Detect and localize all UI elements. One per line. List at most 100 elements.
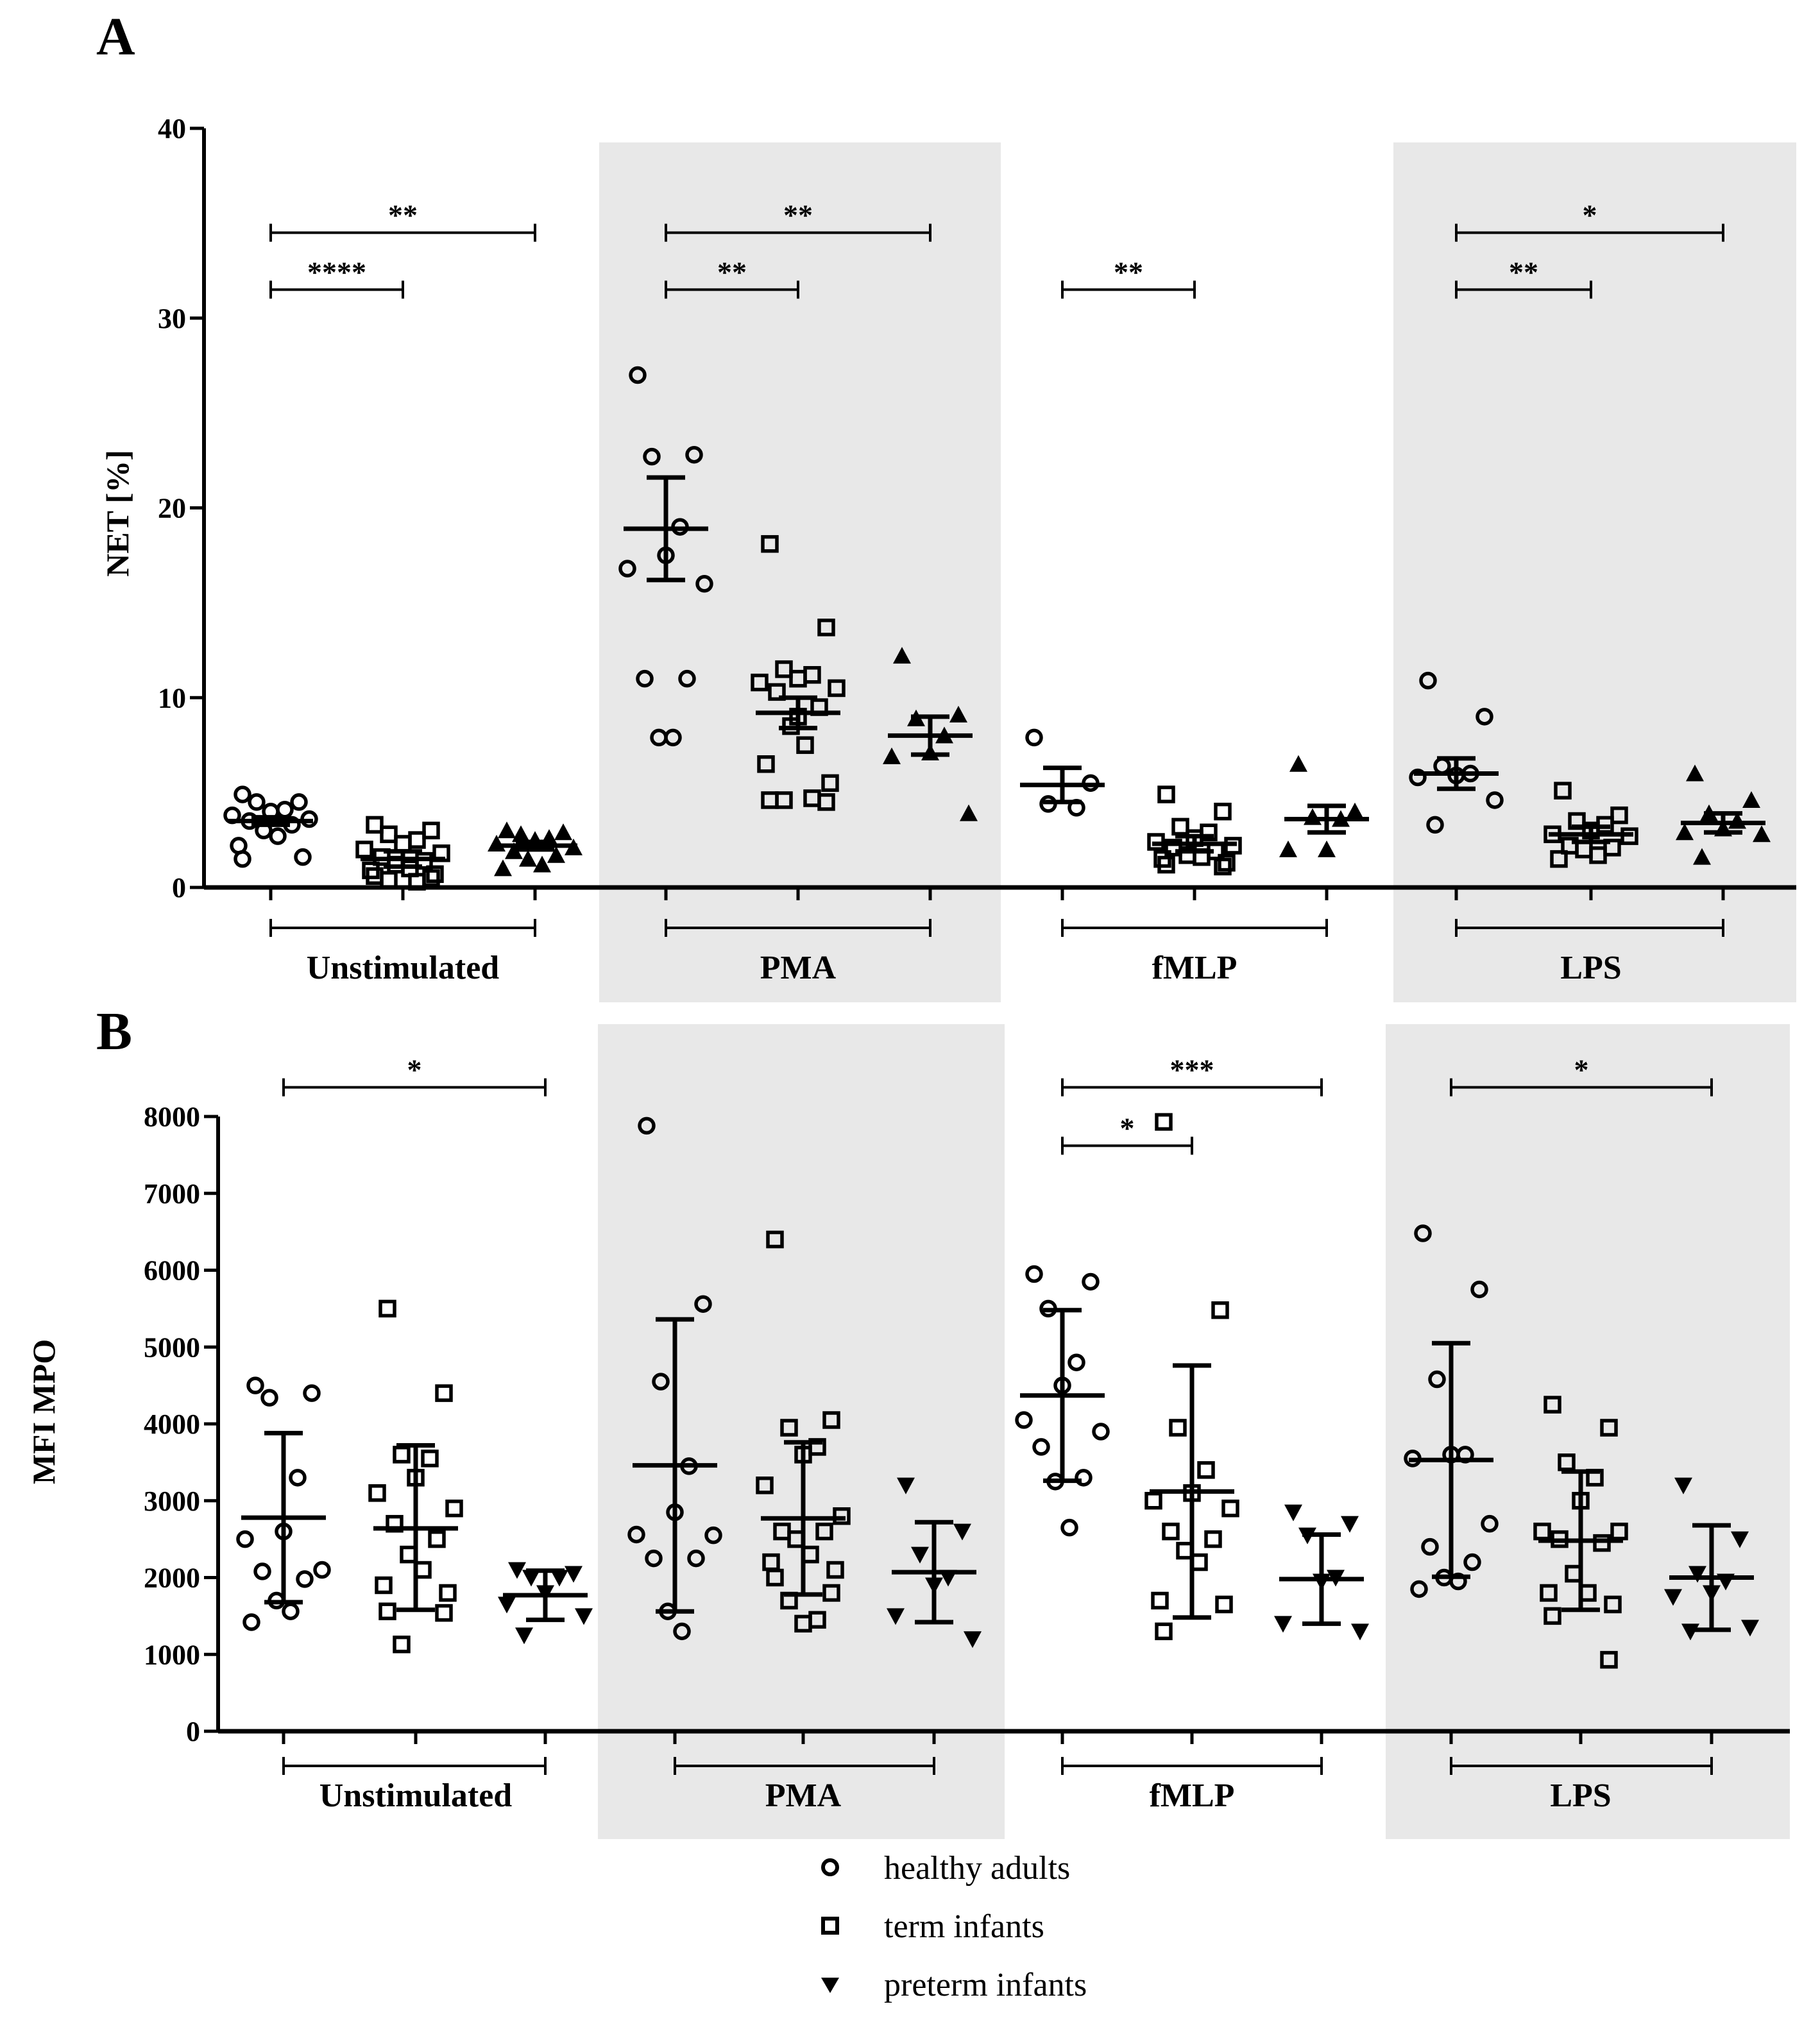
panel-b-pma-term-infants-point-17 [794, 1614, 812, 1633]
panel-a-unstimulated-preterm-infants-point-1 [554, 823, 572, 841]
panel-a-pma-preterm-infants-point-0 [893, 647, 911, 664]
panel-b-unstimulated-healthy-adults-point-6 [313, 1561, 331, 1579]
panel-b-lps-preterm-infants-point-7 [1681, 1623, 1699, 1641]
panel-b-fmlp-healthy-adults-point-5 [1015, 1411, 1033, 1429]
panel-b-pma-healthy-adults-point-0 [638, 1117, 656, 1135]
panel-b-fmlp-term-infants-point-10 [1190, 1553, 1208, 1571]
panel-b-fmlp-preterm-infants-point-6 [1351, 1623, 1369, 1641]
panel-b-unstimulated-term-infants-point-10 [414, 1561, 432, 1579]
panel-a-pma-term-infants-point-16 [803, 789, 821, 807]
panel-a-lps-healthy-adults-point-1 [1476, 708, 1493, 726]
panel-a-lps-preterm-infants-point-6 [1753, 825, 1771, 843]
panel-b-group-label-lps: LPS [1550, 1777, 1611, 1814]
panel-b-fmlp-healthy-adults-point-2 [1039, 1299, 1057, 1318]
panel-a-lps-preterm-infants-point-5 [1676, 823, 1694, 841]
panel-b-lps-healthy-adults-point-7 [1421, 1537, 1439, 1556]
panel-b-ytick-label-6000: 6000 [144, 1255, 200, 1287]
panel-a-unstimulated-healthy-adults-point-2 [248, 793, 266, 811]
panel-b-letter: B [96, 1002, 132, 1061]
panel-b-sig-2-label: * [1120, 1112, 1135, 1145]
panel-a-pma-term-infants-point-11 [757, 755, 775, 773]
panel-a-ytick-label-40: 40 [158, 113, 186, 144]
panel-a-pma-healthy-adults-point-1 [685, 445, 703, 464]
panel-a-axes: 0 10 20 30 40 [158, 113, 1796, 937]
legend: healthy adults term infants preterm infa… [821, 1850, 1087, 2003]
panel-a-lps-term-infants-point-6 [1620, 827, 1638, 845]
panel-a-unstimulated-term-infants-point-3 [408, 831, 426, 849]
panel-a-unstimulated-healthy-adults-point-12 [294, 848, 312, 866]
panel-a-unstimulated-term-infants-point-5 [355, 841, 373, 859]
panel-a-unstimulated-preterm-infants-point-6 [565, 838, 583, 855]
panel-b-unstimulated-term-infants-point-0 [378, 1299, 396, 1318]
panel-b-lps-preterm-infants-point-2 [1688, 1566, 1706, 1583]
panel-a-fmlp-healthy-adults-point-2 [1039, 795, 1057, 813]
panel-b-ytick-label-0: 0 [186, 1716, 200, 1747]
panel-b-unstimulated-preterm-infants-point-5 [498, 1596, 516, 1614]
panel-a-lps-preterm-infants-point-2 [1700, 804, 1718, 821]
legend-label-term-infants: term infants [884, 1908, 1044, 1945]
panel-b-unstimulated-term-infants-point-7 [386, 1514, 404, 1533]
panel-b-lps-healthy-adults-point-5 [1404, 1450, 1422, 1468]
panel-b-ytick-label-4000: 4000 [144, 1408, 200, 1440]
panel-b-pma-term-infants-point-14 [822, 1584, 840, 1602]
panel-a-ytick-label-10: 10 [158, 682, 186, 714]
panel-a-fmlp-term-infants-point-6 [1224, 837, 1242, 855]
legend-label-preterm-infants: preterm infants [884, 1967, 1087, 2003]
panel-b-lps-term-infants-point-5 [1533, 1522, 1551, 1541]
panel-b-pma-healthy-adults-point-9 [659, 1602, 677, 1620]
panel-a-pma-term-infants-point-12 [821, 774, 839, 792]
panel-a-unstimulated-term-infants-point-16 [408, 873, 426, 891]
panel-a-fmlp-term-infants-point-13 [1157, 855, 1175, 874]
panel-b-fmlp-term-infants-point-6 [1221, 1499, 1239, 1518]
panel-a-unstimulated-preterm-infants-point-5 [488, 834, 506, 852]
panel-a-fmlp-preterm-infants-point-3 [1332, 810, 1350, 827]
panel-a-letter: A [96, 7, 135, 67]
panel-b-fmlp-healthy-adults-point-1 [1082, 1272, 1100, 1291]
panel-b-unstimulated-healthy-adults-point-11 [242, 1613, 260, 1631]
panel-a-pma-term-infants-point-2 [775, 660, 793, 678]
panel-a-unstimulated-healthy-adults-point-6 [300, 810, 318, 828]
panel-b-lps-term-infants-point-2 [1558, 1453, 1576, 1471]
panel-a-lps-term-infants-point-4 [1582, 821, 1600, 840]
panel-a-sig-1-label: **** [307, 255, 366, 288]
panel-b-fmlp-healthy-adults-point-8 [1075, 1469, 1093, 1487]
panel-b-lps-healthy-adults-point-11 [1410, 1580, 1428, 1598]
panel-a-unstimulated-healthy-adults-point-7 [241, 812, 259, 830]
panel-a-fmlp-term-infants-point-0 [1157, 785, 1175, 803]
panel-a-fmlp-term-infants-point-12 [1218, 853, 1236, 872]
panel-b-unstimulated-term-infants-point-1 [435, 1384, 453, 1402]
panel-b-unstimulated-preterm-infants-point-0 [508, 1562, 526, 1579]
panel-b-unstimulated-term-infants-point-11 [375, 1576, 393, 1595]
panel-a-lps-healthy-adults-point-4 [1447, 766, 1465, 785]
panel-b-lps-preterm-infants-point-3 [1717, 1573, 1735, 1591]
panel-a-fmlp-term-infants-point-1 [1214, 802, 1232, 821]
panel-a-pma-term-infants-point-6 [828, 679, 846, 698]
panel-b-data-marks [236, 1113, 1759, 1669]
panel-b-fmlp-term-infants-point-2 [1169, 1419, 1187, 1437]
panel-a-unstimulated-preterm-infants-point-11 [494, 859, 512, 877]
panel-b-group-label-fmlp: fMLP [1150, 1777, 1235, 1814]
panel-b-pma-preterm-infants-point-3 [939, 1570, 957, 1587]
panel-b-pma-term-infants-point-9 [787, 1530, 805, 1548]
panel-b-fmlp-term-infants-point-1 [1211, 1301, 1229, 1319]
panel-a-lps-preterm-infants-point-4 [1714, 819, 1732, 837]
panel-a-pma-preterm-infants-point-1 [949, 705, 967, 723]
panel-b-lps-term-infants-point-14 [1600, 1650, 1618, 1669]
panel-a-unstimulated-preterm-infants-point-4 [526, 831, 544, 848]
panel-b-unstimulated-healthy-adults-point-2 [260, 1389, 278, 1407]
panel-a-unstimulated-healthy-adults-point-5 [223, 806, 241, 825]
panel-b-lps-term-infants-point-6 [1610, 1522, 1628, 1541]
panel-b-pma-healthy-adults-point-1 [694, 1295, 712, 1313]
panel-b-pma-term-infants-point-4 [794, 1446, 812, 1464]
panel-a-unstimulated-healthy-adults-point-13 [234, 850, 251, 868]
panel-b-unstimulated-term-infants-point-6 [445, 1499, 463, 1518]
panel-b-lps-term-infants-point-13 [1544, 1607, 1561, 1625]
panel-b-ytick-label-5000: 5000 [144, 1331, 200, 1363]
panel-b-group-label-pma: PMA [765, 1777, 842, 1814]
panel-b-pma-healthy-adults-point-2 [652, 1373, 670, 1391]
panel-a-pma-preterm-infants-point-2 [907, 709, 925, 726]
panel-b-pma-term-infants-point-5 [756, 1476, 774, 1494]
panel-b-lps-healthy-adults-point-4 [1442, 1446, 1460, 1464]
panel-b-fmlp-term-infants-point-11 [1151, 1591, 1169, 1610]
panel-a-pma-term-infants-point-10 [796, 736, 814, 754]
